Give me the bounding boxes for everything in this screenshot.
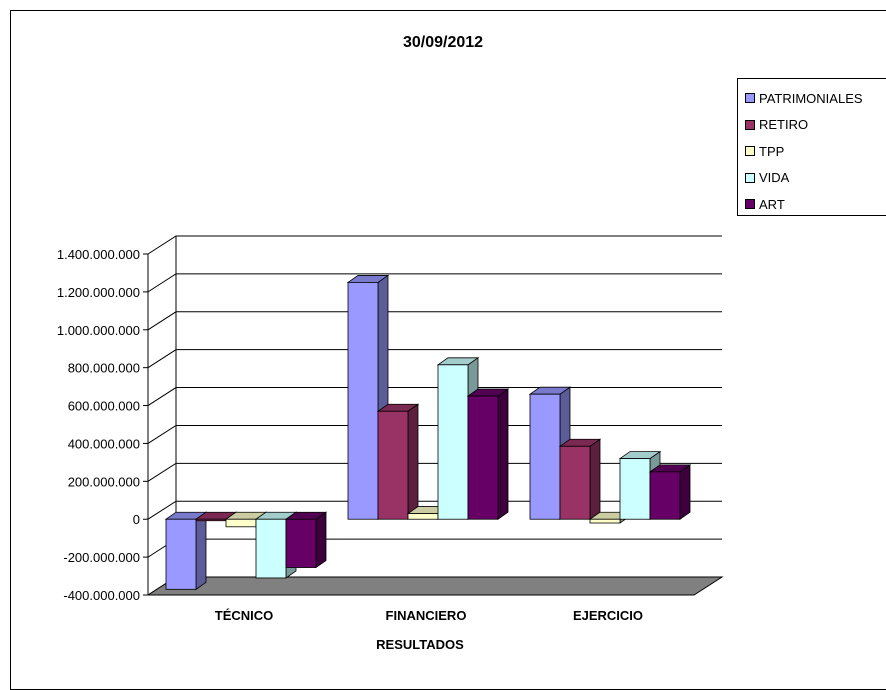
y-tick-label: -200.000.000 <box>63 550 140 565</box>
x-axis-title: RESULTADOS <box>376 637 464 652</box>
bar <box>437 364 469 520</box>
y-tick-label: 600.000.000 <box>68 399 140 414</box>
legend-label: TPP <box>759 143 785 159</box>
bar <box>529 393 561 520</box>
legend-label: RETIRO <box>759 117 809 133</box>
bar-side <box>315 511 327 569</box>
x-tick-label: TÉCNICO <box>215 608 274 623</box>
gridline <box>147 311 722 331</box>
legend-swatch <box>745 119 755 130</box>
y-tick-label: 400.000.000 <box>68 436 140 451</box>
bar-side <box>589 438 601 520</box>
bar <box>559 445 591 520</box>
gridline <box>147 349 722 369</box>
legend-item: TPP <box>738 138 886 165</box>
legend-label: VIDA <box>759 170 790 186</box>
legend-item: VIDA <box>738 165 886 192</box>
gridline <box>147 273 722 293</box>
bar <box>255 518 287 579</box>
y-tick-label: 0 <box>133 512 140 527</box>
gridline <box>147 424 722 444</box>
y-tick-label: -400.000.000 <box>63 588 140 603</box>
bar <box>195 518 227 522</box>
chart-plot: -400.000.000 -200.000.000 0 200.000.000 400.… <box>57 235 724 652</box>
gridline <box>147 387 722 406</box>
legend-swatch <box>745 172 755 183</box>
chart-title: 30/09/2012 <box>402 34 484 51</box>
y-tick-label: 1.200.000.000 <box>57 285 140 300</box>
bar-side <box>497 388 509 520</box>
legend-swatch <box>745 199 755 210</box>
y-tick-label: 200.000.000 <box>68 474 140 489</box>
legend-item: PATRIMONIALES <box>738 85 886 112</box>
legend-label: PATRIMONIALES <box>759 90 863 106</box>
bar <box>225 518 257 528</box>
bar <box>165 518 197 590</box>
legend-item: ART <box>738 191 886 218</box>
bar <box>285 518 317 568</box>
bar <box>589 518 621 524</box>
bar <box>347 282 379 520</box>
legend-swatch <box>745 146 755 157</box>
chart-legend: PATRIMONIALES RETIRO TPP VIDA ART <box>737 78 886 216</box>
legend-swatch <box>745 93 755 104</box>
y-tick-label: 1.000.000.000 <box>57 323 140 338</box>
gridline <box>147 235 722 255</box>
y-tick-label: 800.000.000 <box>68 361 140 376</box>
legend-item: RETIRO <box>738 112 886 139</box>
x-tick-label: FINANCIERO <box>386 608 467 623</box>
bar <box>619 458 651 520</box>
bar <box>467 395 499 520</box>
y-tick-label: 1.400.000.000 <box>57 247 140 262</box>
bar-side <box>195 511 207 591</box>
bar-side <box>407 403 419 520</box>
chart-floor <box>146 576 724 596</box>
legend-label: ART <box>759 196 785 212</box>
bar <box>407 513 439 520</box>
gridline <box>147 538 722 558</box>
bar <box>377 410 409 520</box>
bar-side <box>679 464 691 520</box>
bar <box>649 471 681 520</box>
x-tick-label: EJERCICIO <box>573 608 643 623</box>
